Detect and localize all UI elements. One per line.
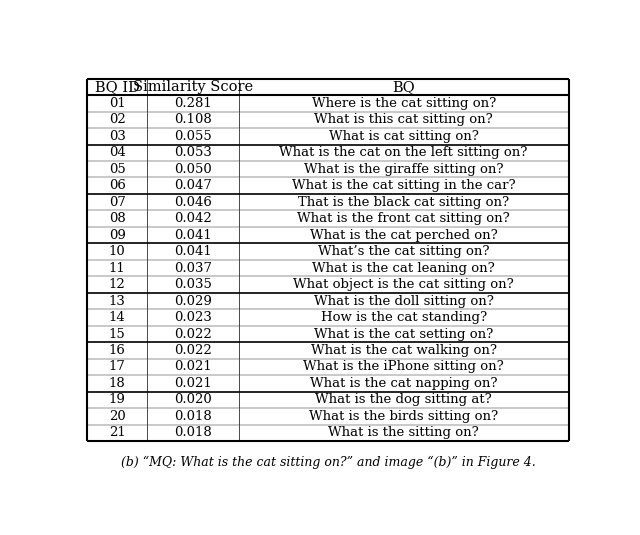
Text: What is cat sitting on?: What is cat sitting on?: [329, 130, 479, 143]
Text: 11: 11: [109, 262, 125, 274]
Text: 0.022: 0.022: [174, 344, 212, 357]
Text: 0.047: 0.047: [174, 179, 212, 192]
Text: 0.021: 0.021: [174, 377, 212, 390]
Text: What is the birds sitting on?: What is the birds sitting on?: [309, 410, 498, 423]
Text: 16: 16: [109, 344, 125, 357]
Text: What is this cat sitting on?: What is this cat sitting on?: [314, 113, 493, 126]
Text: What is the cat setting on?: What is the cat setting on?: [314, 327, 493, 340]
Text: 0.046: 0.046: [174, 196, 212, 209]
Text: 0.018: 0.018: [174, 410, 212, 423]
Text: 0.018: 0.018: [174, 426, 212, 439]
Text: What object is the cat sitting on?: What object is the cat sitting on?: [293, 278, 514, 291]
Text: What is the cat sitting in the car?: What is the cat sitting in the car?: [292, 179, 515, 192]
Text: 03: 03: [109, 130, 125, 143]
Text: 0.041: 0.041: [174, 228, 212, 242]
Text: 12: 12: [109, 278, 125, 291]
Text: What is the doll sitting on?: What is the doll sitting on?: [314, 295, 493, 308]
Text: What is the sitting on?: What is the sitting on?: [328, 426, 479, 439]
Text: 04: 04: [109, 146, 125, 159]
Text: What is the giraffe sitting on?: What is the giraffe sitting on?: [304, 163, 504, 175]
Text: BQ ID: BQ ID: [95, 80, 140, 94]
Text: 0.021: 0.021: [174, 361, 212, 373]
Text: What is the cat walking on?: What is the cat walking on?: [310, 344, 497, 357]
Text: 19: 19: [109, 393, 125, 407]
Text: How is the cat standing?: How is the cat standing?: [321, 311, 486, 324]
Text: 0.050: 0.050: [174, 163, 212, 175]
Text: What is the front cat sitting on?: What is the front cat sitting on?: [297, 212, 510, 225]
Text: What is the cat leaning on?: What is the cat leaning on?: [312, 262, 495, 274]
Text: What is the iPhone sitting on?: What is the iPhone sitting on?: [303, 361, 504, 373]
Text: BQ: BQ: [392, 80, 415, 94]
Text: 0.108: 0.108: [174, 113, 212, 126]
Text: 17: 17: [109, 361, 125, 373]
Text: What is the dog sitting at?: What is the dog sitting at?: [316, 393, 492, 407]
Text: 0.042: 0.042: [174, 212, 212, 225]
Text: 14: 14: [109, 311, 125, 324]
Text: 18: 18: [109, 377, 125, 390]
Text: What’s the cat sitting on?: What’s the cat sitting on?: [318, 245, 490, 258]
Text: 06: 06: [109, 179, 125, 192]
Text: 0.281: 0.281: [174, 97, 212, 110]
Text: That is the black cat sitting on?: That is the black cat sitting on?: [298, 196, 509, 209]
Text: Where is the cat sitting on?: Where is the cat sitting on?: [312, 97, 496, 110]
Text: 0.037: 0.037: [174, 262, 212, 274]
Text: 10: 10: [109, 245, 125, 258]
Text: 08: 08: [109, 212, 125, 225]
Text: 0.022: 0.022: [174, 327, 212, 340]
Text: (b) “MQ: What is the cat sitting on?” and image “(b)” in Figure 4.: (b) “MQ: What is the cat sitting on?” an…: [120, 456, 536, 469]
Text: 15: 15: [109, 327, 125, 340]
Text: 0.055: 0.055: [174, 130, 212, 143]
Text: 07: 07: [109, 196, 125, 209]
Text: 0.029: 0.029: [174, 295, 212, 308]
Text: 0.041: 0.041: [174, 245, 212, 258]
Text: 01: 01: [109, 97, 125, 110]
Text: What is the cat napping on?: What is the cat napping on?: [310, 377, 497, 390]
Text: 21: 21: [109, 426, 125, 439]
Text: 20: 20: [109, 410, 125, 423]
Text: 13: 13: [109, 295, 125, 308]
Text: What is the cat on the left sitting on?: What is the cat on the left sitting on?: [280, 146, 528, 159]
Text: Similarity Score: Similarity Score: [132, 80, 253, 94]
Text: 09: 09: [109, 228, 125, 242]
Text: What is the cat perched on?: What is the cat perched on?: [310, 228, 497, 242]
Text: 0.020: 0.020: [174, 393, 212, 407]
Text: 02: 02: [109, 113, 125, 126]
Text: 0.053: 0.053: [174, 146, 212, 159]
Text: 05: 05: [109, 163, 125, 175]
Text: 0.023: 0.023: [174, 311, 212, 324]
Text: 0.035: 0.035: [174, 278, 212, 291]
